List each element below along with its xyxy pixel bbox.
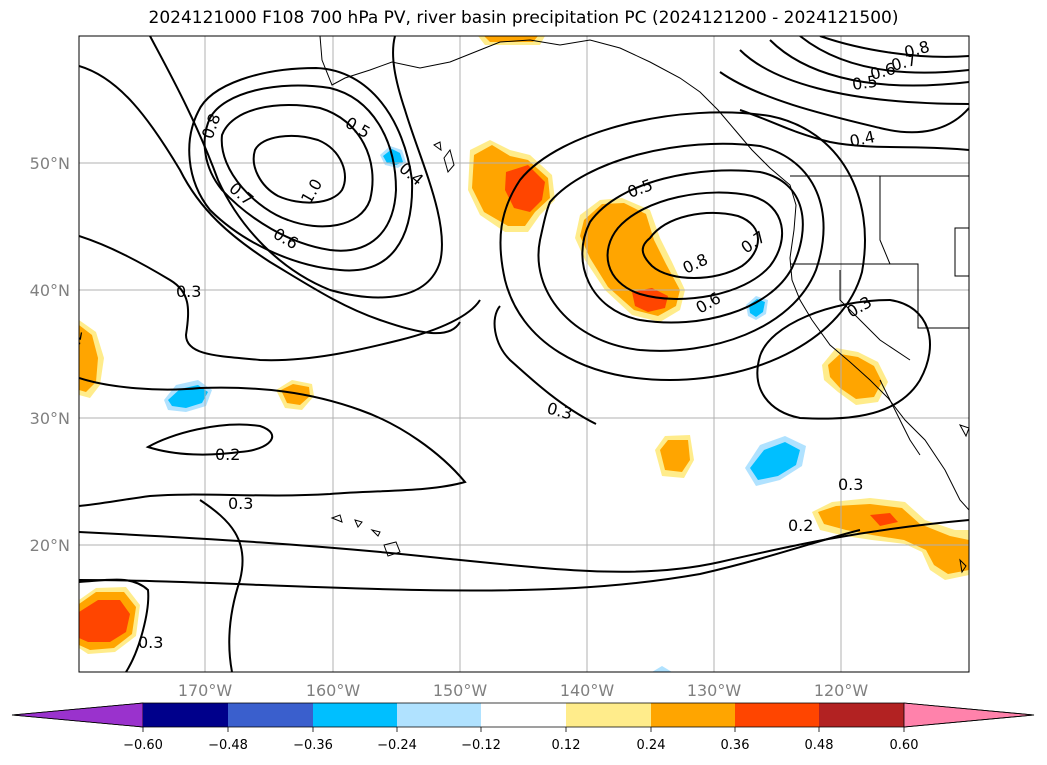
colorbar-tick: 0.48 bbox=[805, 738, 834, 753]
colorbar-tick: −0.12 bbox=[461, 738, 501, 753]
colorbar-tick: −0.36 bbox=[293, 738, 333, 753]
colorbar: −0.60 −0.48 −0.36 −0.24 −0.12 0.12 0.24 … bbox=[11, 702, 1035, 753]
contour-label: 0.3 bbox=[228, 494, 253, 513]
lat-label: 30°N bbox=[30, 409, 70, 428]
contour-label: 0.8 bbox=[680, 250, 711, 278]
precip-patch bbox=[281, 384, 310, 405]
precip-patch bbox=[660, 440, 690, 472]
contour-label: 0.6 bbox=[693, 288, 725, 317]
map-frame bbox=[78, 35, 970, 673]
map-title: 2024121000 F108 700 hPa PV, river basin … bbox=[148, 8, 899, 28]
colorbar-extend-left bbox=[11, 702, 144, 728]
colorbar-extend-right bbox=[903, 702, 1035, 728]
coastlines bbox=[319, 36, 969, 672]
lat-label: 20°N bbox=[30, 536, 70, 555]
precip-patch bbox=[580, 203, 680, 316]
colorbar-segment bbox=[481, 703, 566, 727]
contour-labels: 0.8 0.7 0.6 0.5 0.4 0.5 0.4 0.8 0.7 1.0 … bbox=[63, 37, 932, 652]
contour-label: 0.5 bbox=[851, 72, 879, 94]
precip-patch bbox=[505, 165, 545, 212]
contour-label: 0.6 bbox=[270, 224, 302, 253]
colorbar-segment bbox=[819, 703, 904, 727]
pv-contours bbox=[79, 36, 969, 672]
colorbar-segment bbox=[313, 703, 397, 727]
contour-label: 0.5 bbox=[342, 113, 374, 142]
contour-label: 0.3 bbox=[176, 282, 201, 301]
lon-label: 170°W bbox=[178, 681, 233, 700]
contour-label: 0.2 bbox=[788, 516, 813, 535]
colorbar-tick: 0.12 bbox=[552, 738, 581, 753]
contour-label: 0.3 bbox=[138, 633, 163, 652]
precip-patch bbox=[79, 325, 98, 392]
colorbar-tick: −0.48 bbox=[208, 738, 248, 753]
precip-patch bbox=[652, 666, 672, 672]
precip-patch bbox=[79, 600, 130, 642]
contour-label: 0.8 bbox=[198, 111, 225, 141]
precip-patch bbox=[750, 442, 800, 480]
colorbar-segment bbox=[228, 703, 313, 727]
latitude-labels: 50°N 40°N 30°N 20°N bbox=[30, 154, 70, 555]
colorbar-tick: 0.36 bbox=[721, 738, 750, 753]
colorbar-segment bbox=[566, 703, 651, 727]
map-content: 0.8 0.7 0.6 0.5 0.4 0.5 0.4 0.8 0.7 1.0 … bbox=[63, 36, 969, 672]
contour-label: 0.5 bbox=[625, 175, 655, 202]
precip-patch bbox=[818, 504, 969, 574]
colorbar-tick: 0.60 bbox=[890, 738, 919, 753]
lon-label: 160°W bbox=[306, 681, 361, 700]
colorbar-tick: 0.24 bbox=[637, 738, 666, 753]
colorbar-segment bbox=[735, 703, 819, 727]
lon-label: 140°W bbox=[560, 681, 615, 700]
contour-label: 0.7 bbox=[737, 227, 769, 257]
lat-label: 50°N bbox=[30, 154, 70, 173]
colorbar-tick: −0.24 bbox=[377, 738, 417, 753]
colorbar-segment bbox=[143, 703, 228, 727]
contour-label: 0.3 bbox=[844, 292, 876, 321]
contour-label: 0.4 bbox=[848, 127, 877, 151]
colorbar-segment bbox=[651, 703, 735, 727]
contour-label: 0.2 bbox=[215, 445, 240, 464]
contour-label: 0.3 bbox=[545, 399, 575, 424]
contour-label: 0.2 bbox=[63, 328, 86, 356]
lon-label: 150°W bbox=[433, 681, 488, 700]
contour-label: 0.3 bbox=[838, 475, 863, 494]
longitude-labels: 170°W 160°W 150°W 140°W 130°W 120°W bbox=[178, 681, 869, 700]
lat-label: 40°N bbox=[30, 281, 70, 300]
precip-patch bbox=[870, 513, 898, 526]
colorbar-tick: −0.60 bbox=[123, 738, 163, 753]
precip-patch bbox=[168, 385, 208, 408]
lon-label: 130°W bbox=[687, 681, 742, 700]
colorbar-segment bbox=[397, 703, 481, 727]
lon-label: 120°W bbox=[814, 681, 869, 700]
